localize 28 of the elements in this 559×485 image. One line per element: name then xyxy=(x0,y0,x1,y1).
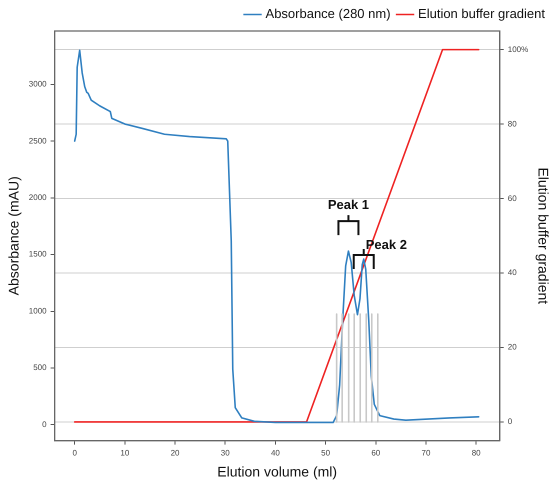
y2-axis-title: Elution buffer gradient xyxy=(536,167,552,304)
y-tick-label: 2000 xyxy=(28,192,48,202)
x-tick-label: 10 xyxy=(120,448,130,458)
x-tick-label: 60 xyxy=(371,448,381,458)
y2-tick-label: 20 xyxy=(508,342,518,352)
annotation: Peak 1 xyxy=(328,197,370,212)
y2-tick-label: 0 xyxy=(508,417,513,426)
y-tick-label: 0 xyxy=(42,420,48,429)
x-axis-title: Elution volume (ml) xyxy=(217,463,338,480)
y2-tick-label: 80 xyxy=(508,119,518,128)
y2-tick-label: 100% xyxy=(508,44,528,54)
x-tick-label: 50 xyxy=(321,448,331,458)
y-tick-label: 1500 xyxy=(28,250,48,259)
y-tick-label: 1000 xyxy=(28,306,48,316)
y-axis-title: Absorbance (mAU) xyxy=(5,176,22,296)
y-tick-label: 500 xyxy=(33,363,48,372)
x-tick-label: 30 xyxy=(220,448,230,458)
x-tick-label: 70 xyxy=(422,448,431,458)
x-tick-label: 0 xyxy=(72,448,78,458)
y2-tick-label: 40 xyxy=(508,268,518,278)
legend-label: Absorbance (280 nm) xyxy=(266,6,391,22)
x-tick-label: 40 xyxy=(270,448,280,458)
y2-tick-label: 60 xyxy=(508,194,518,203)
y-tick-label: 2500 xyxy=(28,136,48,146)
x-tick-label: 80 xyxy=(472,448,482,458)
y-tick-label: 3000 xyxy=(28,80,48,89)
legend-label: Elution buffer gradient xyxy=(418,6,546,22)
x-tick-label: 20 xyxy=(170,448,180,458)
